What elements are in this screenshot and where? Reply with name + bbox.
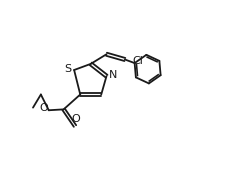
Text: Cl: Cl <box>133 56 144 66</box>
Text: N: N <box>109 70 117 80</box>
Text: S: S <box>64 64 72 74</box>
Text: O: O <box>72 114 80 124</box>
Text: O: O <box>39 103 48 113</box>
